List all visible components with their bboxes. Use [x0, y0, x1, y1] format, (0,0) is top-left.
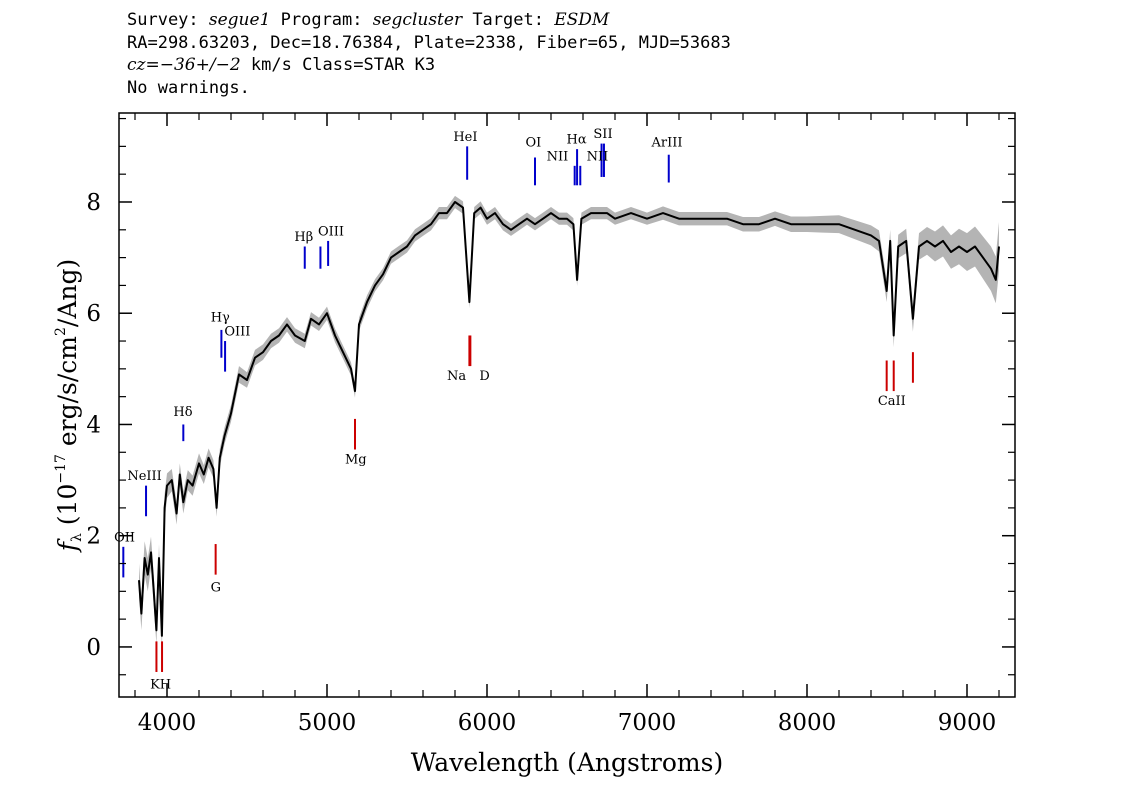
spectral-line-label: SII: [593, 127, 612, 142]
spectral-line-label: KH: [150, 678, 171, 693]
spectral-line-label: NeIII: [127, 469, 161, 484]
spectral-line-label: OIII: [318, 224, 344, 239]
x-tick-label: 6000: [458, 710, 517, 736]
cz-unit-class: km/s Class=STAR K3: [240, 55, 436, 75]
spectral-line-label: D: [479, 369, 489, 384]
spectral-line-label: CaII: [878, 394, 906, 409]
spectral-line-label: G: [211, 580, 221, 595]
x-tick-label: 7000: [618, 710, 677, 736]
y-axis-exponent: −17: [53, 454, 69, 484]
spectral-line-label: Hα: [567, 133, 587, 148]
y-axis-exponent-2: 2: [53, 327, 69, 336]
header-line-1: Survey: segue1 Program: segcluster Targe…: [127, 9, 731, 32]
cz-label: cz=: [127, 55, 160, 75]
spectral-line-label: Na: [447, 369, 466, 384]
x-tick-label: 4000: [138, 710, 197, 736]
y-tick-label: 2: [86, 524, 101, 550]
y-axis-title: fλ (10−17 erg/s/cm2/Ang): [53, 259, 85, 554]
spectral-line-label: OII: [114, 530, 135, 545]
program-label: Program:: [270, 10, 373, 30]
y-axis-subscript: λ: [69, 533, 85, 542]
spectral-lines-layer: [122, 143, 914, 672]
cz-value: −36+/−2: [159, 55, 241, 75]
spectral-line-label: Hβ: [294, 230, 313, 245]
spectral-line-label: OI: [526, 135, 542, 150]
y-tick-label: 4: [86, 412, 101, 438]
flux-error-band: [139, 195, 999, 650]
axis-ticks-layer: 4000 5000 6000 7000 8000 9000 0 2 4 6 8: [86, 113, 1015, 736]
spectral-line-label: NII: [547, 149, 569, 164]
header-line-2: RA=298.63203, Dec=18.76384, Plate=2338, …: [127, 32, 731, 53]
y-tick-label: 8: [86, 190, 101, 216]
target-value: ESDM: [554, 10, 610, 30]
target-label: Target:: [462, 10, 555, 30]
x-tick-label: 8000: [778, 710, 837, 736]
y-axis-prefix: (10: [53, 484, 82, 534]
x-tick-label: 9000: [938, 710, 997, 736]
spectral-line-label: NII: [587, 149, 609, 164]
survey-label: Survey:: [127, 10, 209, 30]
program-value: segcluster: [372, 10, 463, 30]
spectral-line-label: OIII: [224, 324, 250, 339]
spectral-line-label: Hδ: [173, 405, 192, 420]
header-line-3: cz=−36+/−2 km/s Class=STAR K3: [127, 54, 731, 77]
y-tick-label: 0: [86, 635, 101, 661]
spectral-line-label: ArIII: [650, 135, 682, 150]
flux-series-line: [138, 201, 1000, 637]
x-axis-title: Wavelength (Angstroms): [411, 748, 723, 777]
error-band-layer: [139, 195, 999, 650]
spectral-line-label: Hγ: [211, 311, 230, 326]
spectral-line-label: HeI: [453, 130, 477, 145]
y-axis-suffix: /Ang): [53, 259, 82, 327]
flux-layer: [138, 201, 1000, 637]
x-tick-label: 5000: [298, 710, 357, 736]
spectrum-header: Survey: segue1 Program: segcluster Targe…: [127, 9, 731, 99]
spectral-line-label: Mg: [345, 452, 367, 467]
survey-value: segue1: [208, 10, 271, 30]
header-line-4: No warnings.: [127, 77, 250, 98]
y-axis-symbol: f: [53, 538, 82, 553]
y-tick-label: 6: [86, 301, 101, 327]
y-axis-middle: erg/s/cm: [53, 336, 82, 454]
plot-frame: [118, 112, 1016, 698]
